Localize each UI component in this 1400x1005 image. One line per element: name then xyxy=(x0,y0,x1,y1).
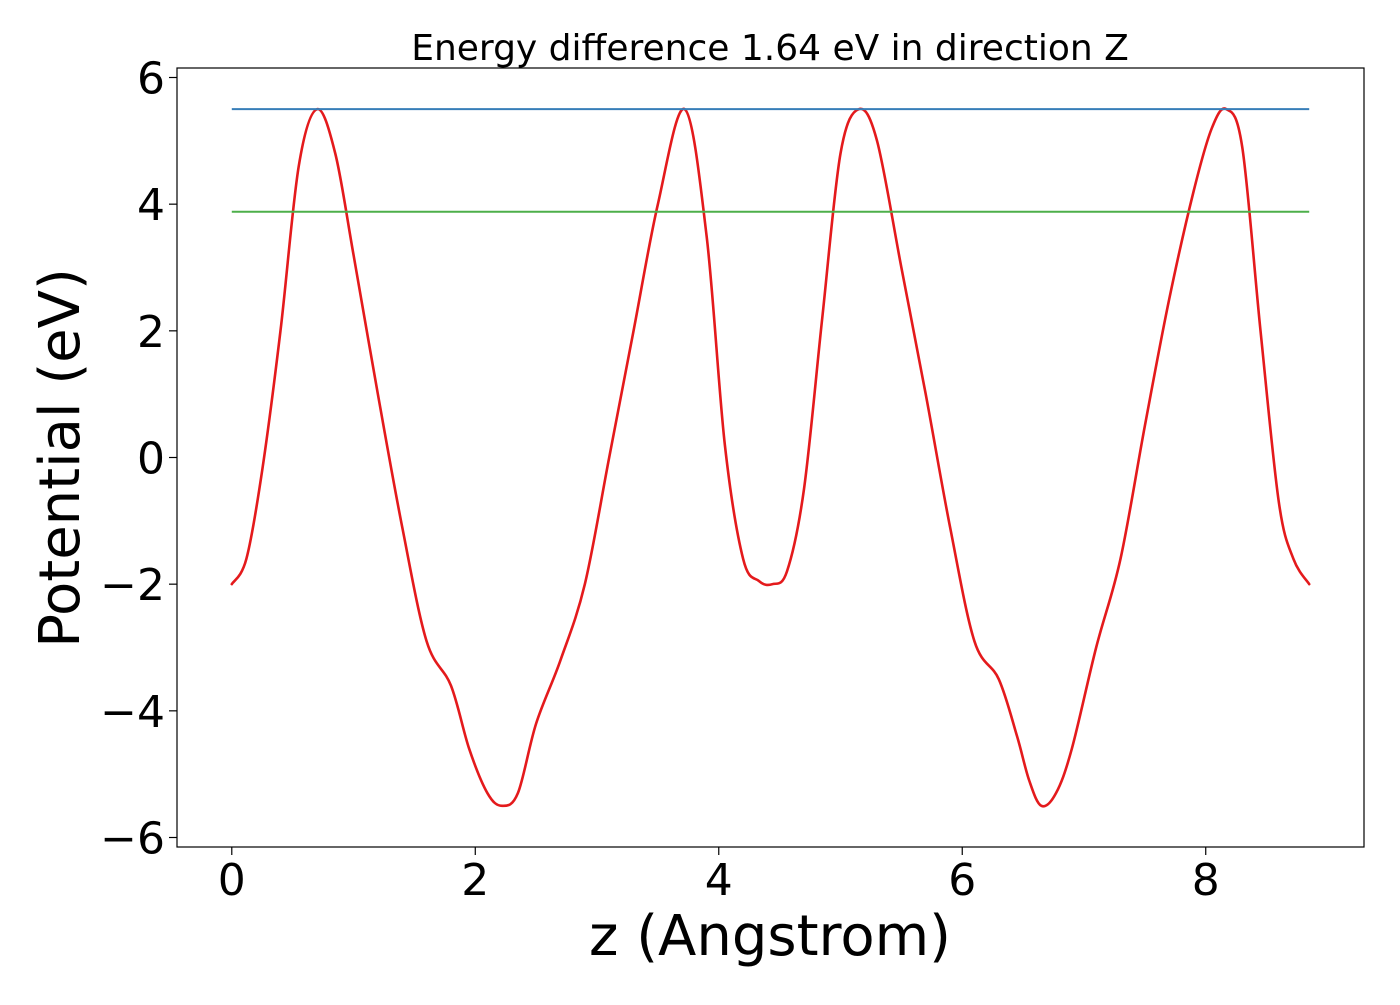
x-tick-label: 8 xyxy=(1192,855,1220,906)
y-axis-label: Potential (eV) xyxy=(28,268,93,648)
x-tick-label: 4 xyxy=(705,855,733,906)
x-tick-label: 2 xyxy=(461,855,489,906)
y-tick-label: 4 xyxy=(137,180,165,231)
y-tick-label: −6 xyxy=(100,814,165,865)
chart-title: Energy difference 1.64 eV in direction Z xyxy=(411,28,1129,69)
y-tick-label: 0 xyxy=(137,434,165,485)
y-tick-label: 2 xyxy=(137,307,165,358)
plot-area xyxy=(176,67,1365,848)
x-tick-label: 0 xyxy=(218,855,246,906)
y-tick-label: −4 xyxy=(100,687,165,738)
series-layer xyxy=(230,107,1311,808)
x-axis-label: z (Angstrom) xyxy=(589,904,951,969)
potential-curve xyxy=(230,107,1311,808)
x-axis-ticks: 0 2 4 6 8 xyxy=(218,847,1220,906)
y-tick-label: −2 xyxy=(100,560,165,611)
x-tick-label: 6 xyxy=(948,855,976,906)
y-tick-label: 6 xyxy=(137,54,165,105)
y-axis-ticks: −6 −4 −2 0 2 4 6 xyxy=(100,54,177,865)
